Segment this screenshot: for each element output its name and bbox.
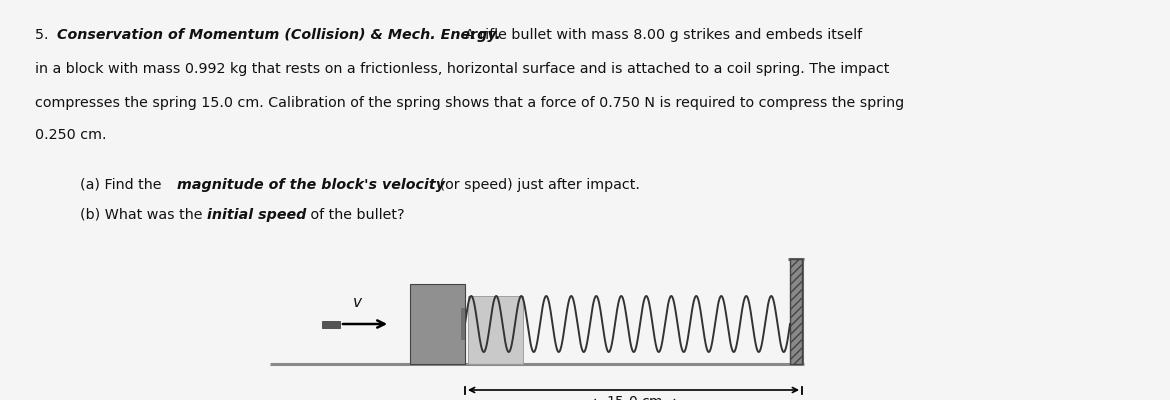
Text: (or speed) just after impact.: (or speed) just after impact. bbox=[435, 178, 640, 192]
Bar bbox=[461, 308, 464, 340]
Text: 5.: 5. bbox=[35, 28, 53, 42]
Text: Conservation of Momentum (Collision) & Mech. Energy.: Conservation of Momentum (Collision) & M… bbox=[57, 28, 501, 42]
Text: in a block with mass 0.992 kg that rests on a frictionless, horizontal surface a: in a block with mass 0.992 kg that rests… bbox=[35, 62, 889, 76]
Text: of the bullet?: of the bullet? bbox=[307, 208, 405, 222]
Text: 0.250 cm.: 0.250 cm. bbox=[35, 128, 106, 142]
Bar bbox=[468, 296, 523, 364]
Text: magnitude of the block's velocity: magnitude of the block's velocity bbox=[177, 178, 445, 192]
Text: $\leftarrow$15.0 cm$\rightarrow$: $\leftarrow$15.0 cm$\rightarrow$ bbox=[589, 395, 679, 400]
Text: initial speed: initial speed bbox=[207, 208, 307, 222]
Text: $v$: $v$ bbox=[352, 295, 364, 310]
Text: (a) Find the: (a) Find the bbox=[80, 178, 166, 192]
Bar bbox=[410, 284, 464, 364]
Bar bbox=[322, 320, 340, 328]
Text: A rifle bullet with mass 8.00 g strikes and embeds itself: A rifle bullet with mass 8.00 g strikes … bbox=[447, 28, 862, 42]
Bar bbox=[790, 259, 801, 364]
Text: compresses the spring 15.0 cm. Calibration of the spring shows that a force of 0: compresses the spring 15.0 cm. Calibrati… bbox=[35, 96, 904, 110]
Text: (b) What was the: (b) What was the bbox=[80, 208, 207, 222]
